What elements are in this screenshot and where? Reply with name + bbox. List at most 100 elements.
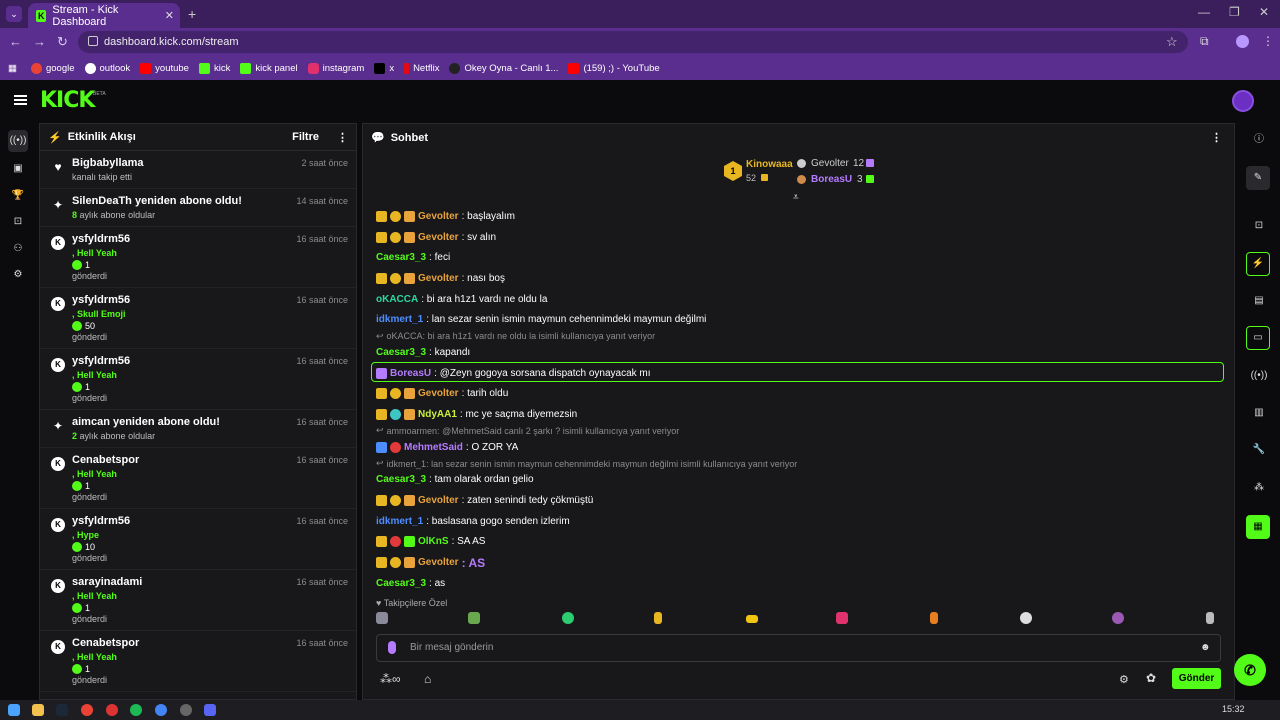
apps-icon[interactable]: ▦ <box>8 62 17 74</box>
bookmark-kick-panel[interactable]: kick panel <box>240 62 298 74</box>
layout-icon[interactable]: ▥ <box>1254 407 1264 418</box>
chrome-icon[interactable] <box>81 704 93 716</box>
chat-username[interactable]: Gevolter <box>418 388 459 400</box>
bookmark-netflix[interactable]: Netflix <box>404 62 439 74</box>
trophy-nav-icon[interactable]: 🏆 <box>11 190 25 201</box>
chat-username[interactable]: MehmetSaid <box>404 441 463 453</box>
activity-event[interactable]: ♥ Bigbabyllama 2 saat önce kanalı takip e… <box>40 151 356 189</box>
info-icon[interactable]: ⓘ <box>1254 134 1264 145</box>
screen-icon[interactable]: ⊡ <box>1254 220 1264 231</box>
chat-message[interactable]: MehmetSaid: O ZOR YA <box>376 437 1226 458</box>
browser-menu-icon[interactable]: ⋮ <box>1262 34 1274 48</box>
emoji-picker-icon[interactable]: ☻ <box>1200 642 1211 653</box>
back-icon[interactable]: ← <box>9 34 22 49</box>
discord-icon[interactable] <box>204 704 216 716</box>
activity-event[interactable]: K ysfyldrm56 16 saat önce , Hype 10 gönde… <box>40 509 356 570</box>
bookmark-youtube-2[interactable]: (159) ;) - YouTube <box>568 62 660 74</box>
chat-message[interactable]: OlKnS: SA AS <box>376 532 1226 553</box>
bookmark-star-icon[interactable]: ☆ <box>1166 34 1178 49</box>
activity-event[interactable]: K ysfyldrm56 16 saat önce <box>40 692 356 699</box>
bookmark-instagram[interactable]: instagram <box>307 62 364 74</box>
avatar[interactable] <box>1232 90 1254 112</box>
chat-message[interactable]: Gevolter: nası boş <box>376 268 1226 289</box>
kick-logo[interactable]: KICK <box>40 88 95 113</box>
tab-search-icon[interactable]: ⌄ <box>6 6 22 22</box>
chat-toggle-icon[interactable]: ▭ <box>1246 326 1270 350</box>
new-tab-icon[interactable]: + <box>188 6 197 22</box>
emote-icon[interactable] <box>1020 612 1032 624</box>
chat-message[interactable]: BoreasU: @Zeyn gogoya sorsana dispatch o… <box>376 363 1226 384</box>
activity-event[interactable]: K ysfyldrm56 16 saat önce , Hell Yeah 1 g… <box>40 349 356 410</box>
forward-icon[interactable]: → <box>33 34 46 49</box>
chat-message[interactable]: idkmert_1: lan sezar senin ismin maymun … <box>376 309 1226 330</box>
support-chat-icon[interactable]: ✆ <box>1234 654 1266 686</box>
activity-more-icon[interactable]: ⋮ <box>337 131 348 144</box>
menu-icon[interactable] <box>14 95 27 105</box>
windows-start-icon[interactable] <box>8 704 20 716</box>
emote-icon[interactable] <box>376 612 388 624</box>
chat-message[interactable]: Caesar3_3: tam olarak ordan gelio <box>376 470 1226 491</box>
settings-nav-icon[interactable]: ⚙ <box>13 269 23 280</box>
store-icon[interactable]: ⌂ <box>424 672 432 686</box>
broadcast-icon[interactable]: ((•)) <box>1250 370 1268 381</box>
restore-icon[interactable]: ❐ <box>1229 5 1240 19</box>
chat-input[interactable]: Bir mesaj gönderin <box>410 642 494 653</box>
chat-username[interactable]: Gevolter <box>418 495 459 507</box>
community-nav-icon[interactable]: ⚇ <box>13 243 23 254</box>
activity-event[interactable]: K Cenabetspor 16 saat önce, Hell Yeah 1 … <box>40 631 356 692</box>
bookmark-okey[interactable]: Okey Oyna - Canlı 1... <box>449 62 558 74</box>
top-gifter-name[interactable]: Kinowaaa <box>746 159 793 170</box>
chat-username[interactable]: Caesar3_3 <box>376 474 427 486</box>
chat-message[interactable]: Caesar3_3: kapandı <box>376 342 1226 363</box>
filter-button[interactable]: Filtre <box>292 131 319 143</box>
emote-icon[interactable] <box>930 612 938 624</box>
site-info-icon[interactable] <box>88 36 98 46</box>
chat-message[interactable]: Gevolter: başlayalım <box>376 206 1226 227</box>
chat-username[interactable]: idkmert_1 <box>376 314 424 326</box>
stream-nav-icon[interactable]: ((•)) <box>8 130 28 152</box>
chat-username[interactable]: Caesar3_3 <box>376 252 427 264</box>
chat-message[interactable]: Gevolter: AS <box>376 552 1226 573</box>
kicks-infinity-icon[interactable]: ⁂∞ <box>380 672 401 686</box>
chat-username[interactable]: Gevolter <box>418 272 459 284</box>
steam-icon[interactable] <box>56 704 68 716</box>
emote-icon[interactable] <box>468 612 480 624</box>
chrome-icon[interactable] <box>155 704 167 716</box>
chat-username[interactable]: Gevolter <box>418 231 459 243</box>
explorer-icon[interactable] <box>32 704 44 716</box>
third-gifter-name[interactable]: BoreasU <box>811 174 853 185</box>
chat-message[interactable]: oKACCA: bi ara h1z1 vardı ne oldu la <box>376 289 1226 310</box>
chat-username[interactable]: NdyAA1 <box>418 409 457 421</box>
spotify-icon[interactable] <box>130 704 142 716</box>
chat-message[interactable]: idkmert_1: baslasana gogo senden izlerim <box>376 511 1226 532</box>
chat-username[interactable]: idkmert_1 <box>376 515 424 527</box>
chat-message[interactable]: Gevolter: zaten senindi tedy çökmüştü <box>376 490 1226 511</box>
chat-username[interactable]: BoreasU <box>390 367 432 379</box>
chat-message[interactable]: Gevolter: sv alın <box>376 227 1226 248</box>
chat-message[interactable]: Gevolter: tarih oldu <box>376 384 1226 405</box>
obs-icon[interactable] <box>180 704 192 716</box>
second-gifter-name[interactable]: Gevolter <box>811 158 849 169</box>
emote-icon[interactable] <box>654 612 662 624</box>
chat-username[interactable]: Caesar3_3 <box>376 577 427 589</box>
extensions-icon[interactable]: ⧉ <box>1200 34 1209 48</box>
chat-username[interactable]: Gevolter <box>418 210 459 222</box>
gift-kicks-icon[interactable]: ✿ <box>1146 671 1157 685</box>
tools-icon[interactable]: 🔧 <box>1252 444 1266 455</box>
emote-icon[interactable] <box>1206 612 1214 624</box>
chat-username[interactable]: oKACCA <box>376 293 419 305</box>
chat-username[interactable]: Caesar3_3 <box>376 346 427 358</box>
content-nav-icon[interactable]: ▣ <box>13 163 23 174</box>
chat-username[interactable]: Gevolter <box>418 557 459 569</box>
pinned-collapse-icon[interactable]: ⩡ <box>793 192 799 203</box>
activity-event[interactable]: ✦ SilenDeaTh yeniden abone oldu! 14 saat… <box>40 189 356 227</box>
activity-event[interactable]: K sarayinadami 16 saat önce , Hell Yeah 1… <box>40 570 356 631</box>
chat-message[interactable]: Caesar3_3: feci <box>376 247 1226 268</box>
emote-icon[interactable] <box>1112 612 1124 624</box>
bookmark-kick[interactable]: kick <box>198 62 230 74</box>
bookmark-youtube[interactable]: youtube <box>140 62 189 74</box>
activity-toggle-icon[interactable]: ⚡ <box>1246 252 1270 276</box>
activity-event[interactable]: ✦ aimcan yeniden abone oldu! 16 saat önc… <box>40 410 356 448</box>
reload-icon[interactable]: ↻ <box>57 34 68 49</box>
bookmark-x[interactable]: x <box>374 62 394 74</box>
